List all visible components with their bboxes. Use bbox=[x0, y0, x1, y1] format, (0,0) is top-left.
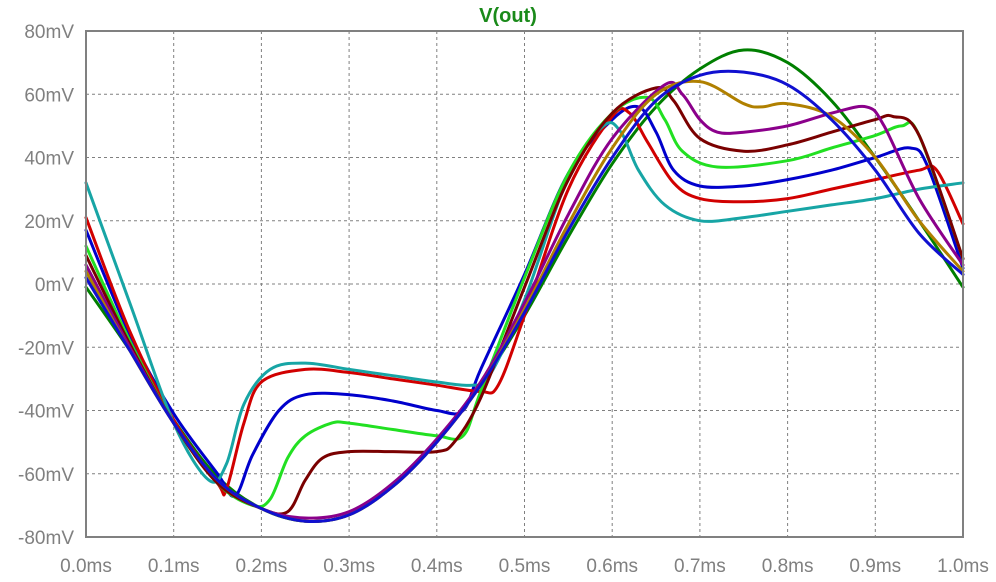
x-tick-label: 0.1ms bbox=[148, 556, 200, 577]
x-tick-label: 0.5ms bbox=[499, 556, 551, 577]
x-tick-labels: 0.0ms 0.1ms 0.2ms 0.3ms 0.4ms 0.5ms 0.6ms 0.7ms… bbox=[60, 556, 989, 577]
x-tick-label: 1.0ms bbox=[937, 556, 989, 577]
y-tick-label: -40mV bbox=[18, 402, 74, 423]
x-tick-label: 0.2ms bbox=[236, 556, 288, 577]
x-tick-label: 0.3ms bbox=[323, 556, 375, 577]
x-tick-label: 0.7ms bbox=[674, 556, 726, 577]
y-tick-label: 60mV bbox=[24, 85, 74, 106]
series-group bbox=[84, 48, 965, 523]
y-tick-labels: 80mV 60mV 40mV 20mV 0mV -20mV -40mV -60mV -80mV bbox=[18, 22, 74, 549]
y-tick-label: 0mV bbox=[35, 275, 74, 296]
y-tick-label: -20mV bbox=[18, 338, 74, 359]
y-tick-label: -60mV bbox=[18, 465, 74, 486]
x-tick-label: 0.4ms bbox=[411, 556, 463, 577]
y-tick-label: 80mV bbox=[24, 22, 74, 43]
y-tick-label: -80mV bbox=[18, 528, 74, 549]
series-line-9 bbox=[84, 69, 965, 523]
chart-title: V(out) bbox=[479, 5, 537, 27]
x-tick-label: 0.8ms bbox=[762, 556, 814, 577]
x-tick-label: 0.6ms bbox=[586, 556, 638, 577]
x-tick-label: 0.0ms bbox=[60, 556, 112, 577]
y-tick-label: 20mV bbox=[24, 212, 74, 233]
x-tick-label: 0.9ms bbox=[849, 556, 901, 577]
y-tick-label: 40mV bbox=[24, 149, 74, 170]
plot-frame bbox=[85, 30, 964, 538]
